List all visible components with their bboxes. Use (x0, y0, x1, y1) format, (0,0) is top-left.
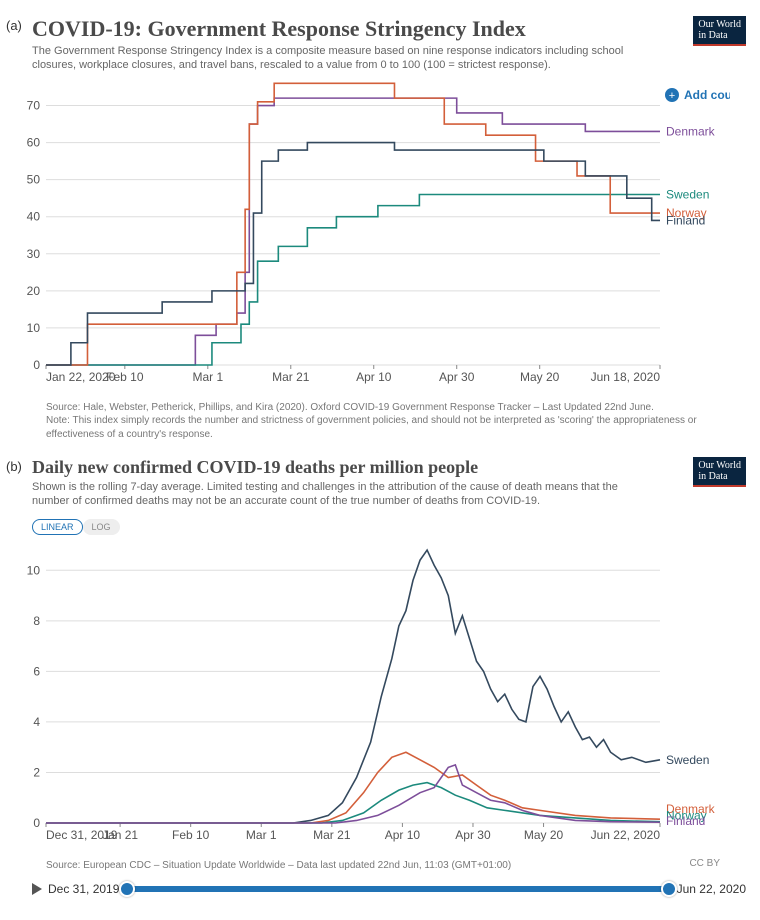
chart-b-subtitle: Shown is the rolling 7-day average. Limi… (32, 480, 652, 509)
add-country-button[interactable]: Add country (684, 88, 730, 102)
series-norway (46, 83, 660, 365)
svg-text:Feb 10: Feb 10 (172, 828, 210, 842)
series-sweden (46, 550, 660, 823)
chart-b-source: Source: European CDC – Situation Update … (10, 855, 726, 873)
svg-text:+: + (669, 90, 675, 102)
svg-text:0: 0 (33, 358, 40, 372)
svg-text:Mar 1: Mar 1 (246, 828, 277, 842)
series-label-sweden: Sweden (666, 187, 709, 201)
slider-handle-start[interactable] (119, 881, 135, 897)
series-label-finland: Finland (666, 213, 705, 227)
svg-text:Jan 21: Jan 21 (102, 828, 138, 842)
series-label-finland: Finland (666, 814, 705, 828)
svg-text:8: 8 (33, 614, 40, 628)
svg-text:Apr 10: Apr 10 (356, 370, 392, 384)
chart-b-title: Daily new confirmed COVID-19 deaths per … (32, 457, 750, 478)
svg-text:10: 10 (27, 563, 41, 577)
svg-text:Mar 21: Mar 21 (272, 370, 310, 384)
svg-text:Jun 22, 2020: Jun 22, 2020 (591, 828, 661, 842)
chart-a-source: Source: Hale, Webster, Petherick, Philli… (10, 397, 726, 442)
log-toggle[interactable]: LOG (83, 519, 120, 535)
chart-a-title: COVID-19: Government Response Stringency… (32, 16, 750, 42)
svg-text:May 20: May 20 (524, 828, 564, 842)
chart-b-header: Our Worldin Data Daily new confirmed COV… (10, 451, 750, 513)
time-slider[interactable]: Dec 31, 2019 Jun 22, 2020 (32, 878, 746, 900)
svg-text:20: 20 (27, 283, 41, 297)
svg-text:0: 0 (33, 816, 40, 830)
svg-text:40: 40 (27, 209, 41, 223)
chart-a-header: Our Worldin Data COVID-19: Government Re… (10, 10, 750, 77)
slider-track[interactable] (125, 886, 670, 892)
svg-text:Mar 1: Mar 1 (192, 370, 223, 384)
svg-text:70: 70 (27, 98, 41, 112)
ccby-label: CC BY (689, 857, 720, 871)
svg-text:Feb 10: Feb 10 (106, 370, 144, 384)
chart-a-subtitle: The Government Response Stringency Index… (32, 44, 652, 73)
svg-text:50: 50 (27, 172, 41, 186)
svg-text:60: 60 (27, 135, 41, 149)
slider-end-date: Jun 22, 2020 (677, 882, 746, 896)
series-label-denmark: Denmark (666, 124, 716, 138)
series-sweden (46, 194, 660, 365)
svg-text:Jun 18, 2020: Jun 18, 2020 (591, 370, 661, 384)
svg-text:4: 4 (33, 715, 40, 729)
chart-a-plot: 010203040506070Jan 22, 2020Feb 10Mar 1Ma… (10, 77, 730, 397)
svg-text:Mar 21: Mar 21 (313, 828, 351, 842)
series-norway (46, 782, 660, 822)
svg-text:10: 10 (27, 321, 41, 335)
owid-logo: Our Worldin Data (693, 16, 746, 46)
svg-text:30: 30 (27, 246, 41, 260)
svg-text:6: 6 (33, 664, 40, 678)
svg-text:Apr 30: Apr 30 (455, 828, 491, 842)
play-icon[interactable] (32, 883, 42, 895)
svg-text:2: 2 (33, 765, 40, 779)
panel-a: (a) Our Worldin Data COVID-19: Governmen… (10, 10, 750, 441)
svg-text:Apr 30: Apr 30 (439, 370, 475, 384)
owid-logo: Our Worldin Data (693, 457, 746, 487)
chart-b-plot: 0246810Dec 31, 2019Jan 21Feb 10Mar 1Mar … (10, 535, 730, 855)
svg-text:May 20: May 20 (520, 370, 560, 384)
series-denmark (46, 752, 660, 823)
svg-text:Apr 10: Apr 10 (385, 828, 421, 842)
linear-toggle[interactable]: LINEAR (32, 519, 83, 535)
panel-b: (b) Our Worldin Data Daily new confirmed… (10, 451, 750, 900)
series-label-sweden: Sweden (666, 753, 709, 767)
scale-toggle-row: LINEARLOG (10, 513, 750, 535)
slider-handle-end[interactable] (661, 881, 677, 897)
slider-start-date: Dec 31, 2019 (48, 882, 119, 896)
